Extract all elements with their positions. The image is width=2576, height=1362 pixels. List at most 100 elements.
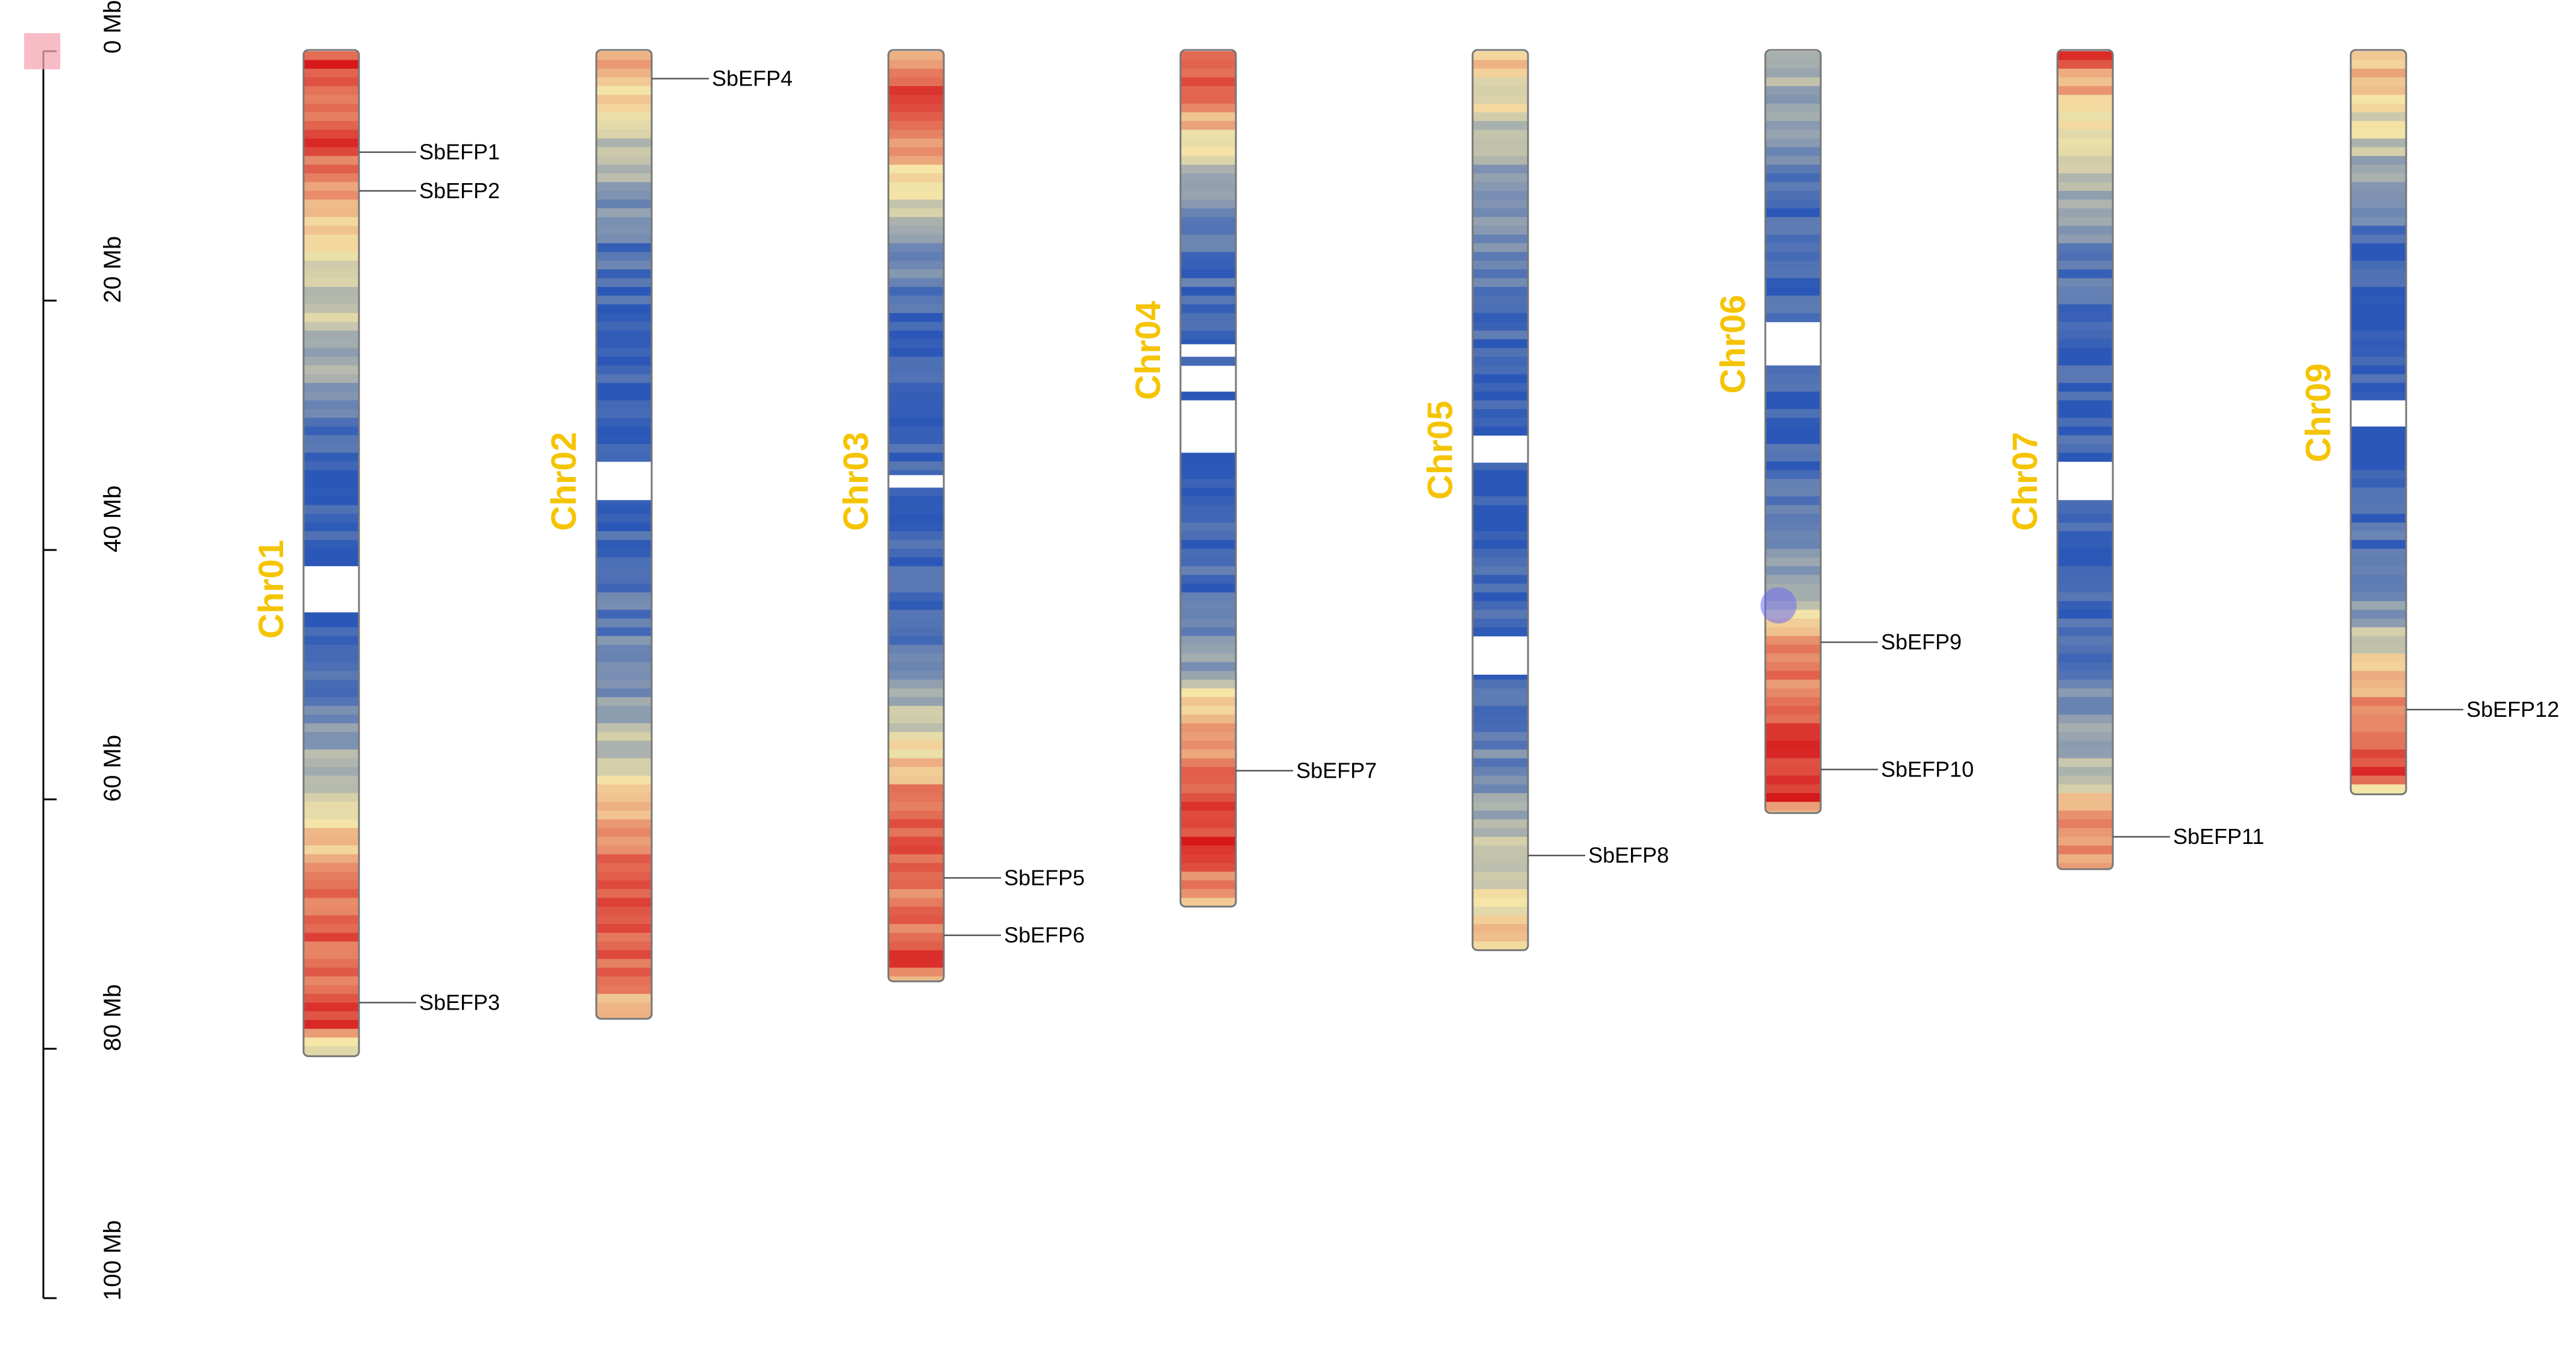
density-band — [1473, 932, 1528, 942]
density-band — [888, 68, 944, 78]
density-band — [888, 941, 944, 951]
density-band — [596, 679, 652, 689]
density-band — [888, 714, 944, 724]
density-band — [1765, 51, 1821, 61]
density-band — [596, 932, 652, 942]
density-band — [1180, 86, 1236, 96]
density-band — [1473, 112, 1528, 122]
density-band — [2351, 583, 2406, 593]
density-band — [888, 260, 944, 270]
density-band — [304, 357, 359, 366]
density-band — [304, 540, 359, 549]
density-band — [1180, 872, 1236, 881]
density-band — [596, 130, 652, 139]
density-band — [1473, 915, 1528, 925]
density-band — [596, 627, 652, 637]
density-band — [596, 985, 652, 995]
density-band — [888, 976, 944, 981]
density-band — [2351, 155, 2406, 165]
density-band — [2057, 208, 2113, 217]
density-band — [1180, 287, 1236, 296]
density-band — [596, 77, 652, 87]
density-band — [1473, 374, 1528, 384]
chromosome-label: Chr09 — [2299, 363, 2338, 462]
density-band — [1180, 164, 1236, 174]
density-band — [596, 208, 652, 217]
density-band — [304, 653, 359, 663]
chromosome-gap — [1181, 400, 1235, 451]
gene-label: SbEFP5 — [1004, 865, 1085, 890]
density-band — [304, 950, 359, 960]
density-band — [304, 130, 359, 139]
density-band — [1765, 295, 1821, 305]
density-band — [596, 252, 652, 261]
chromosome-gap — [597, 463, 651, 501]
density-band — [2351, 470, 2406, 480]
density-band — [1765, 470, 1821, 480]
density-band — [1180, 392, 1236, 401]
density-band — [1473, 522, 1528, 532]
density-band — [1180, 95, 1236, 104]
density-band — [1473, 86, 1528, 96]
density-band — [1473, 845, 1528, 855]
density-band — [596, 749, 652, 759]
density-band — [2351, 723, 2406, 733]
density-band — [1473, 540, 1528, 549]
density-band — [888, 932, 944, 942]
chromosome-gap — [1181, 344, 1235, 357]
density-band — [1180, 77, 1236, 87]
density-band — [1765, 155, 1821, 165]
density-band — [596, 688, 652, 698]
chromosome-outline — [887, 49, 945, 982]
density-band — [304, 496, 359, 506]
density-band — [2057, 670, 2113, 680]
density-band — [304, 435, 359, 445]
density-band — [1473, 365, 1528, 375]
density-band — [1765, 269, 1821, 279]
density-band — [2057, 452, 2113, 462]
density-band — [304, 86, 359, 96]
density-band — [2351, 627, 2406, 637]
density-band — [2057, 705, 2113, 715]
density-band — [1473, 531, 1528, 541]
density-band — [304, 732, 359, 742]
density-band — [596, 767, 652, 776]
density-band — [1473, 592, 1528, 602]
density-band — [304, 531, 359, 541]
density-band — [1473, 357, 1528, 366]
density-band — [1473, 234, 1528, 244]
density-band — [1473, 819, 1528, 829]
density-band — [1180, 679, 1236, 689]
density-band — [2351, 540, 2406, 549]
density-band — [2351, 705, 2406, 715]
density-band — [1180, 155, 1236, 165]
density-band — [304, 400, 359, 410]
density-band — [1473, 348, 1528, 357]
density-band — [1473, 155, 1528, 165]
density-band — [1180, 278, 1236, 287]
density-band — [304, 662, 359, 672]
density-band — [596, 322, 652, 331]
density-band — [596, 662, 652, 672]
density-band — [304, 740, 359, 750]
density-band — [596, 653, 652, 663]
density-band — [888, 819, 944, 829]
axis-tick-label: 20 Mb — [99, 236, 126, 303]
density-band — [304, 1037, 359, 1047]
density-band — [1180, 173, 1236, 183]
density-band — [596, 225, 652, 235]
density-band — [2057, 592, 2113, 602]
density-band — [2351, 120, 2406, 131]
density-band — [2351, 697, 2406, 707]
density-band — [888, 496, 944, 506]
density-band — [596, 758, 652, 767]
density-band — [2351, 357, 2406, 366]
density-band — [888, 566, 944, 575]
density-band — [888, 645, 944, 654]
density-band — [2057, 173, 2113, 183]
density-band — [2057, 400, 2113, 410]
density-band — [2057, 130, 2113, 139]
density-band — [2351, 392, 2406, 401]
density-band — [888, 287, 944, 296]
density-band — [2351, 452, 2406, 462]
